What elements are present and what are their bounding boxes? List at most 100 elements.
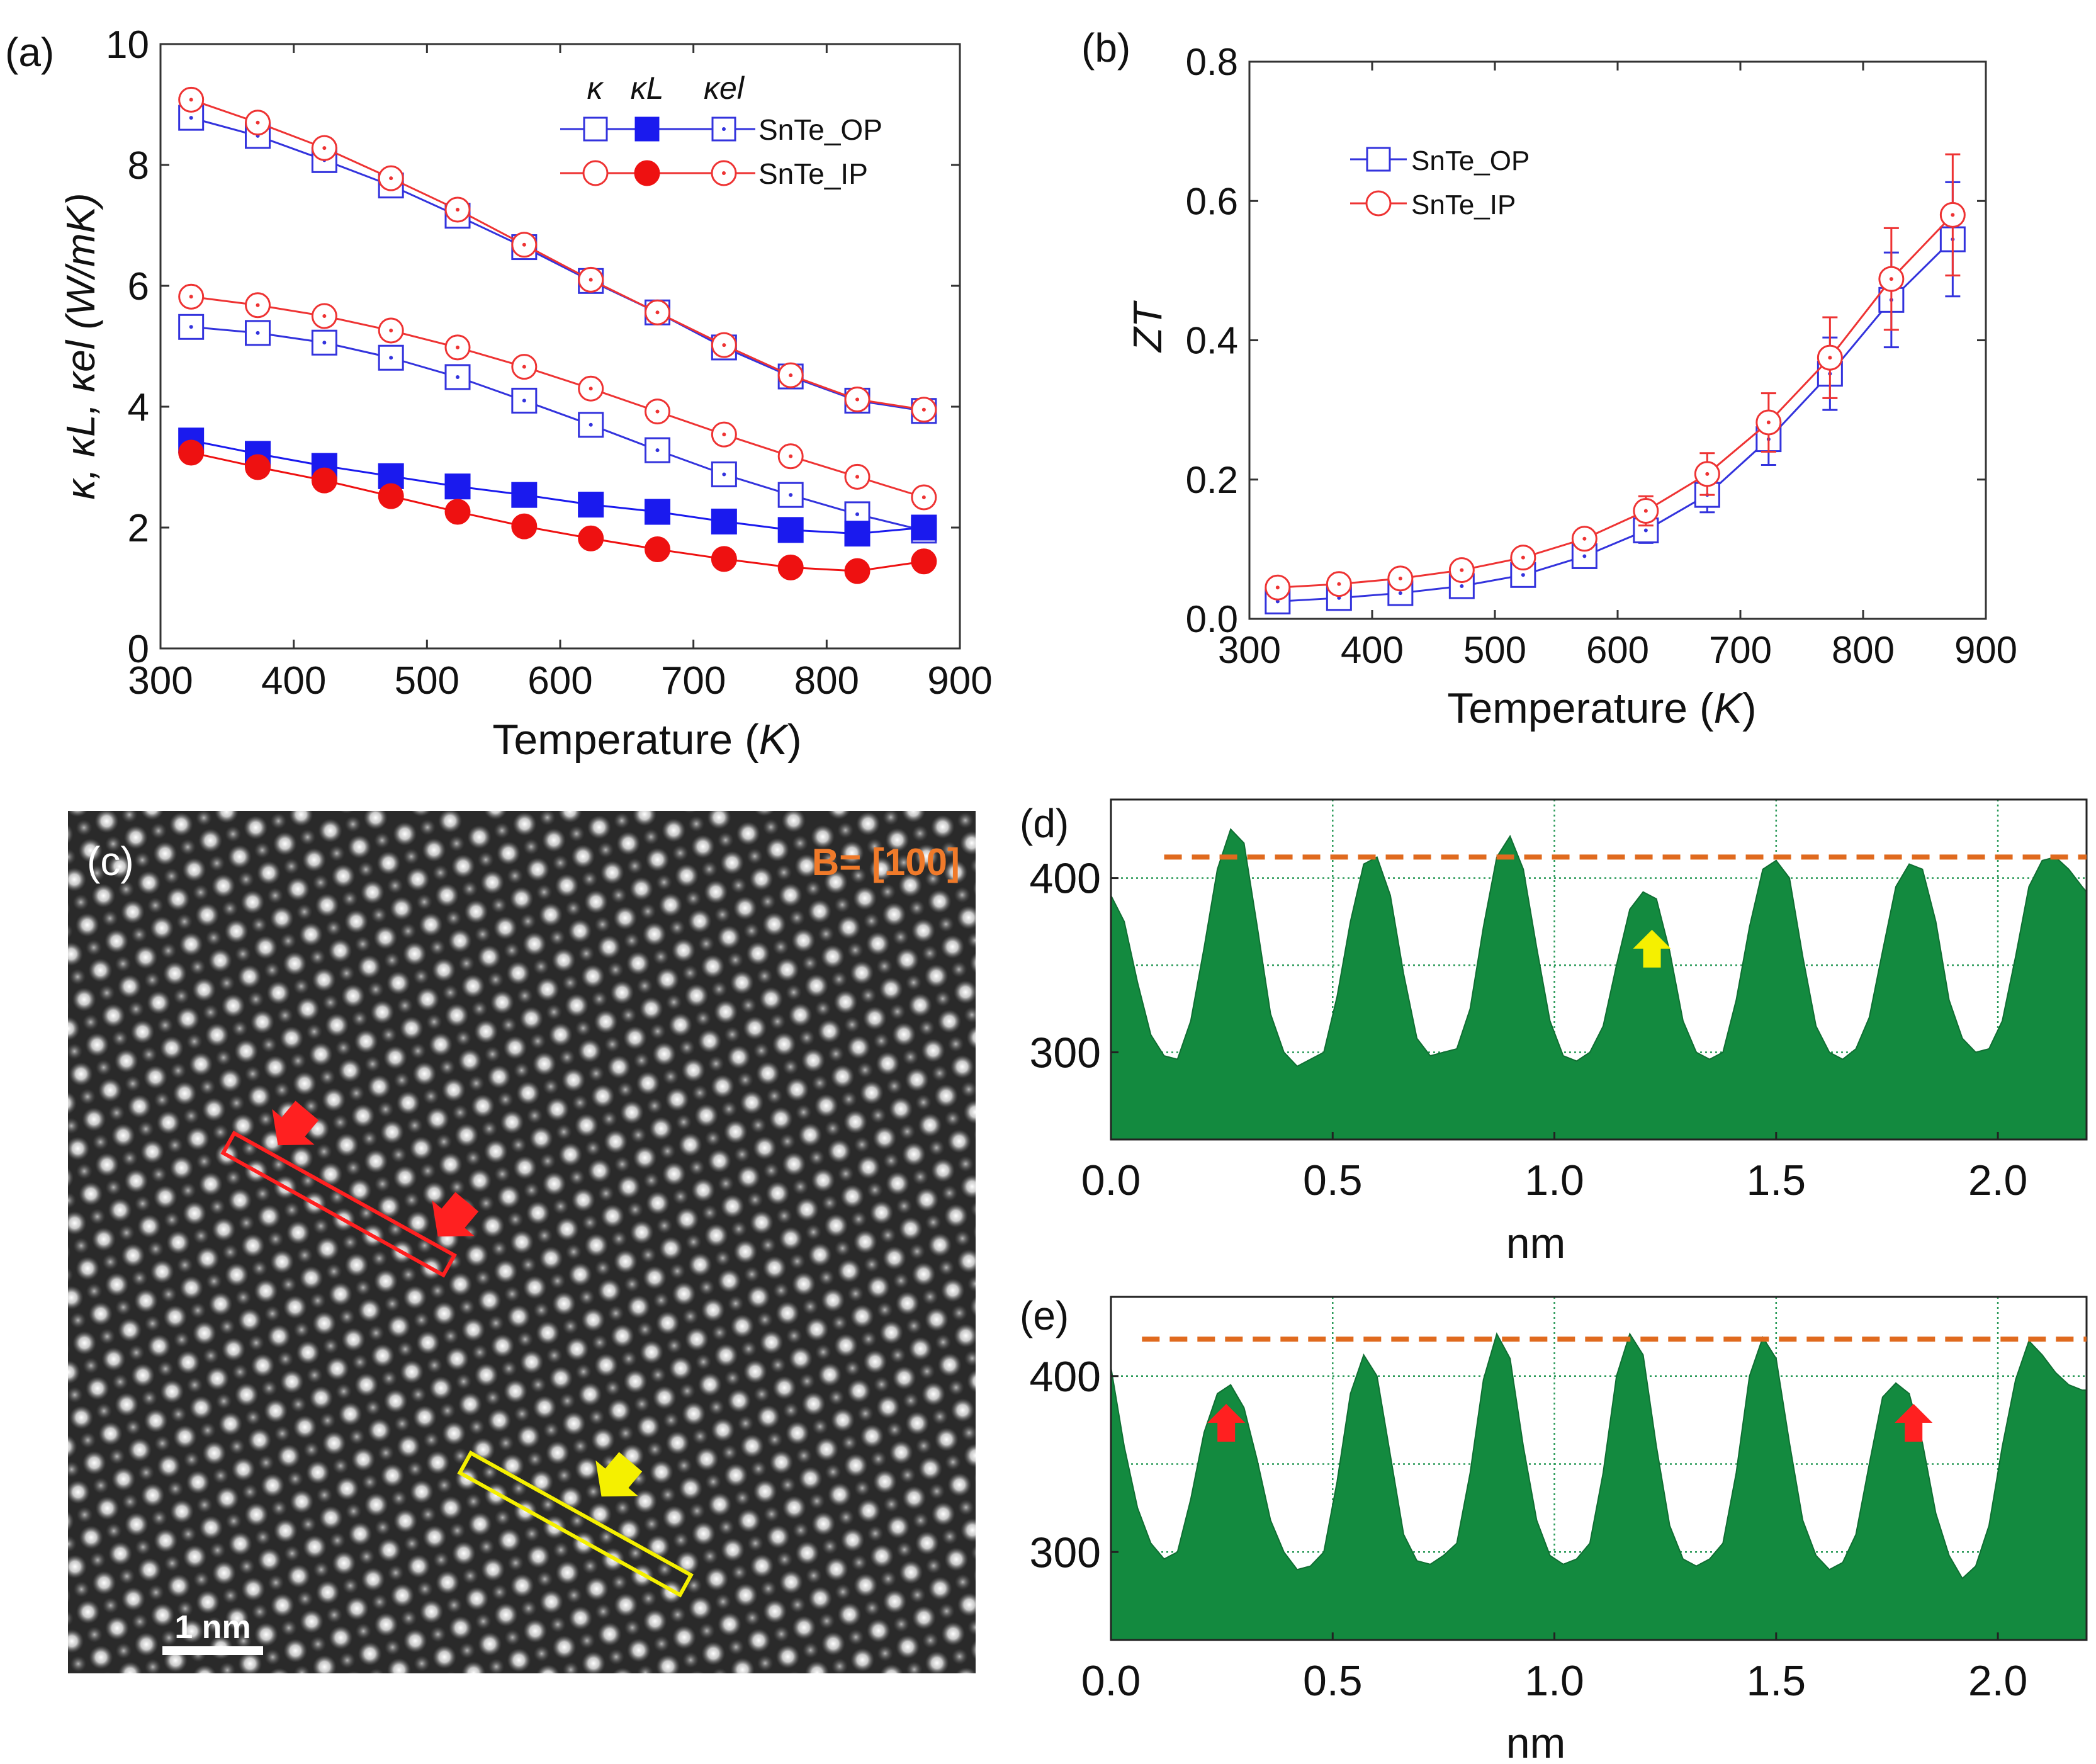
minor-atom-column	[626, 857, 643, 874]
atom-column	[581, 1651, 606, 1673]
atom-column	[626, 1638, 651, 1663]
minor-atom-column	[135, 1539, 152, 1556]
atom-column	[691, 1522, 716, 1546]
atom-column	[788, 1003, 813, 1027]
a-series-snte-ip-l-point-9	[777, 554, 804, 580]
atom-column	[581, 1308, 606, 1332]
atom-column	[186, 1126, 210, 1151]
atom-column	[137, 871, 161, 895]
minor-atom-column	[835, 1583, 852, 1600]
minor-atom-column	[442, 1328, 459, 1345]
atom-column	[882, 1246, 906, 1270]
atom-column	[160, 1379, 184, 1404]
atom-column	[859, 1080, 884, 1105]
minor-atom-column	[877, 1645, 894, 1662]
minor-atom-column	[478, 1538, 495, 1555]
atom-column	[869, 857, 893, 881]
minor-atom-column	[572, 1438, 589, 1455]
atom-column	[921, 1038, 945, 1063]
atom-column	[150, 916, 174, 941]
atom-column	[769, 1107, 793, 1131]
atom-column	[329, 1625, 353, 1650]
atom-column	[584, 1576, 609, 1601]
minor-atom-column	[93, 1477, 110, 1494]
minor-atom-column	[318, 1068, 335, 1085]
minor-atom-column	[426, 1357, 443, 1374]
minor-atom-column	[701, 861, 718, 878]
minor-atom-column	[413, 968, 429, 985]
minor-atom-column	[238, 1558, 255, 1575]
minor-atom-column	[792, 835, 809, 852]
atom-column	[730, 1314, 755, 1338]
panel-b-legend: SnTe_OP SnTe_IP	[1350, 145, 1530, 220]
panel-e-arrows	[1207, 1404, 1933, 1442]
atom-column	[247, 1084, 271, 1109]
atom-column	[344, 909, 368, 934]
minor-atom-column	[753, 1386, 770, 1403]
minor-atom-column	[102, 1597, 119, 1614]
atom-column	[623, 1026, 647, 1050]
minor-atom-column	[189, 958, 206, 975]
minor-atom-column	[646, 1097, 663, 1114]
atom-column	[743, 1015, 767, 1040]
atom-column	[225, 1606, 249, 1631]
atom-column	[399, 1016, 424, 1041]
minor-atom-column	[484, 1389, 501, 1406]
atom-column	[775, 1301, 800, 1325]
atom-column	[689, 1670, 705, 1673]
b-x-tick-label-3: 600	[1586, 629, 1649, 671]
minor-atom-column	[660, 1486, 676, 1503]
atom-column	[612, 1667, 633, 1673]
atom-column	[711, 1418, 735, 1442]
atom-column	[442, 1421, 466, 1445]
minor-atom-column	[351, 1354, 368, 1371]
minor-atom-column	[847, 1285, 864, 1302]
b-series-snte-ip-point-2-center-dot	[1398, 576, 1402, 580]
minor-atom-column	[140, 1046, 157, 1063]
a-series-snte-ip-l-point-3	[378, 483, 404, 509]
atom-column	[536, 1321, 560, 1345]
minor-atom-column	[494, 1509, 511, 1526]
atom-column	[134, 1632, 159, 1656]
a-series-snte-op-l-point-11	[911, 514, 937, 541]
atom-column	[406, 1554, 431, 1578]
minor-atom-column	[115, 1642, 132, 1659]
minor-atom-column	[882, 1152, 899, 1169]
minor-atom-column	[128, 1688, 145, 1704]
atom-column	[869, 1201, 894, 1225]
minor-atom-column	[92, 1134, 109, 1151]
atom-column	[169, 812, 193, 837]
atom-column	[539, 1246, 563, 1270]
minor-atom-column	[562, 1661, 579, 1673]
minor-atom-column	[682, 964, 699, 981]
minor-atom-column	[225, 825, 242, 842]
minor-atom-column	[607, 1305, 624, 1322]
atom-column	[552, 1635, 577, 1659]
atom-column	[526, 857, 550, 881]
minor-atom-column	[280, 1619, 297, 1636]
atom-column	[519, 1006, 544, 1031]
minor-atom-column	[895, 854, 912, 871]
minor-atom-column	[649, 1023, 666, 1040]
atom-column	[516, 1424, 541, 1449]
minor-atom-column	[68, 1535, 77, 1552]
minor-atom-column	[472, 1688, 488, 1704]
atom-column	[172, 1081, 197, 1105]
minor-atom-column	[549, 1272, 566, 1289]
e-x-tick-label-2: 1.0	[1524, 1657, 1584, 1705]
minor-atom-column	[134, 852, 151, 869]
minor-atom-column	[446, 1597, 463, 1614]
minor-atom-column	[400, 1610, 417, 1627]
atom-column	[798, 1466, 823, 1491]
atom-column	[879, 976, 903, 1001]
minor-atom-column	[335, 1383, 352, 1400]
minor-atom-column	[614, 1156, 631, 1173]
atom-column	[902, 1486, 927, 1510]
atom-column	[714, 1000, 738, 1024]
minor-atom-column	[539, 1496, 556, 1513]
atom-column	[82, 1450, 106, 1475]
minor-atom-column	[104, 835, 121, 852]
atom-column	[613, 1249, 638, 1274]
atom-column	[351, 1447, 376, 1472]
